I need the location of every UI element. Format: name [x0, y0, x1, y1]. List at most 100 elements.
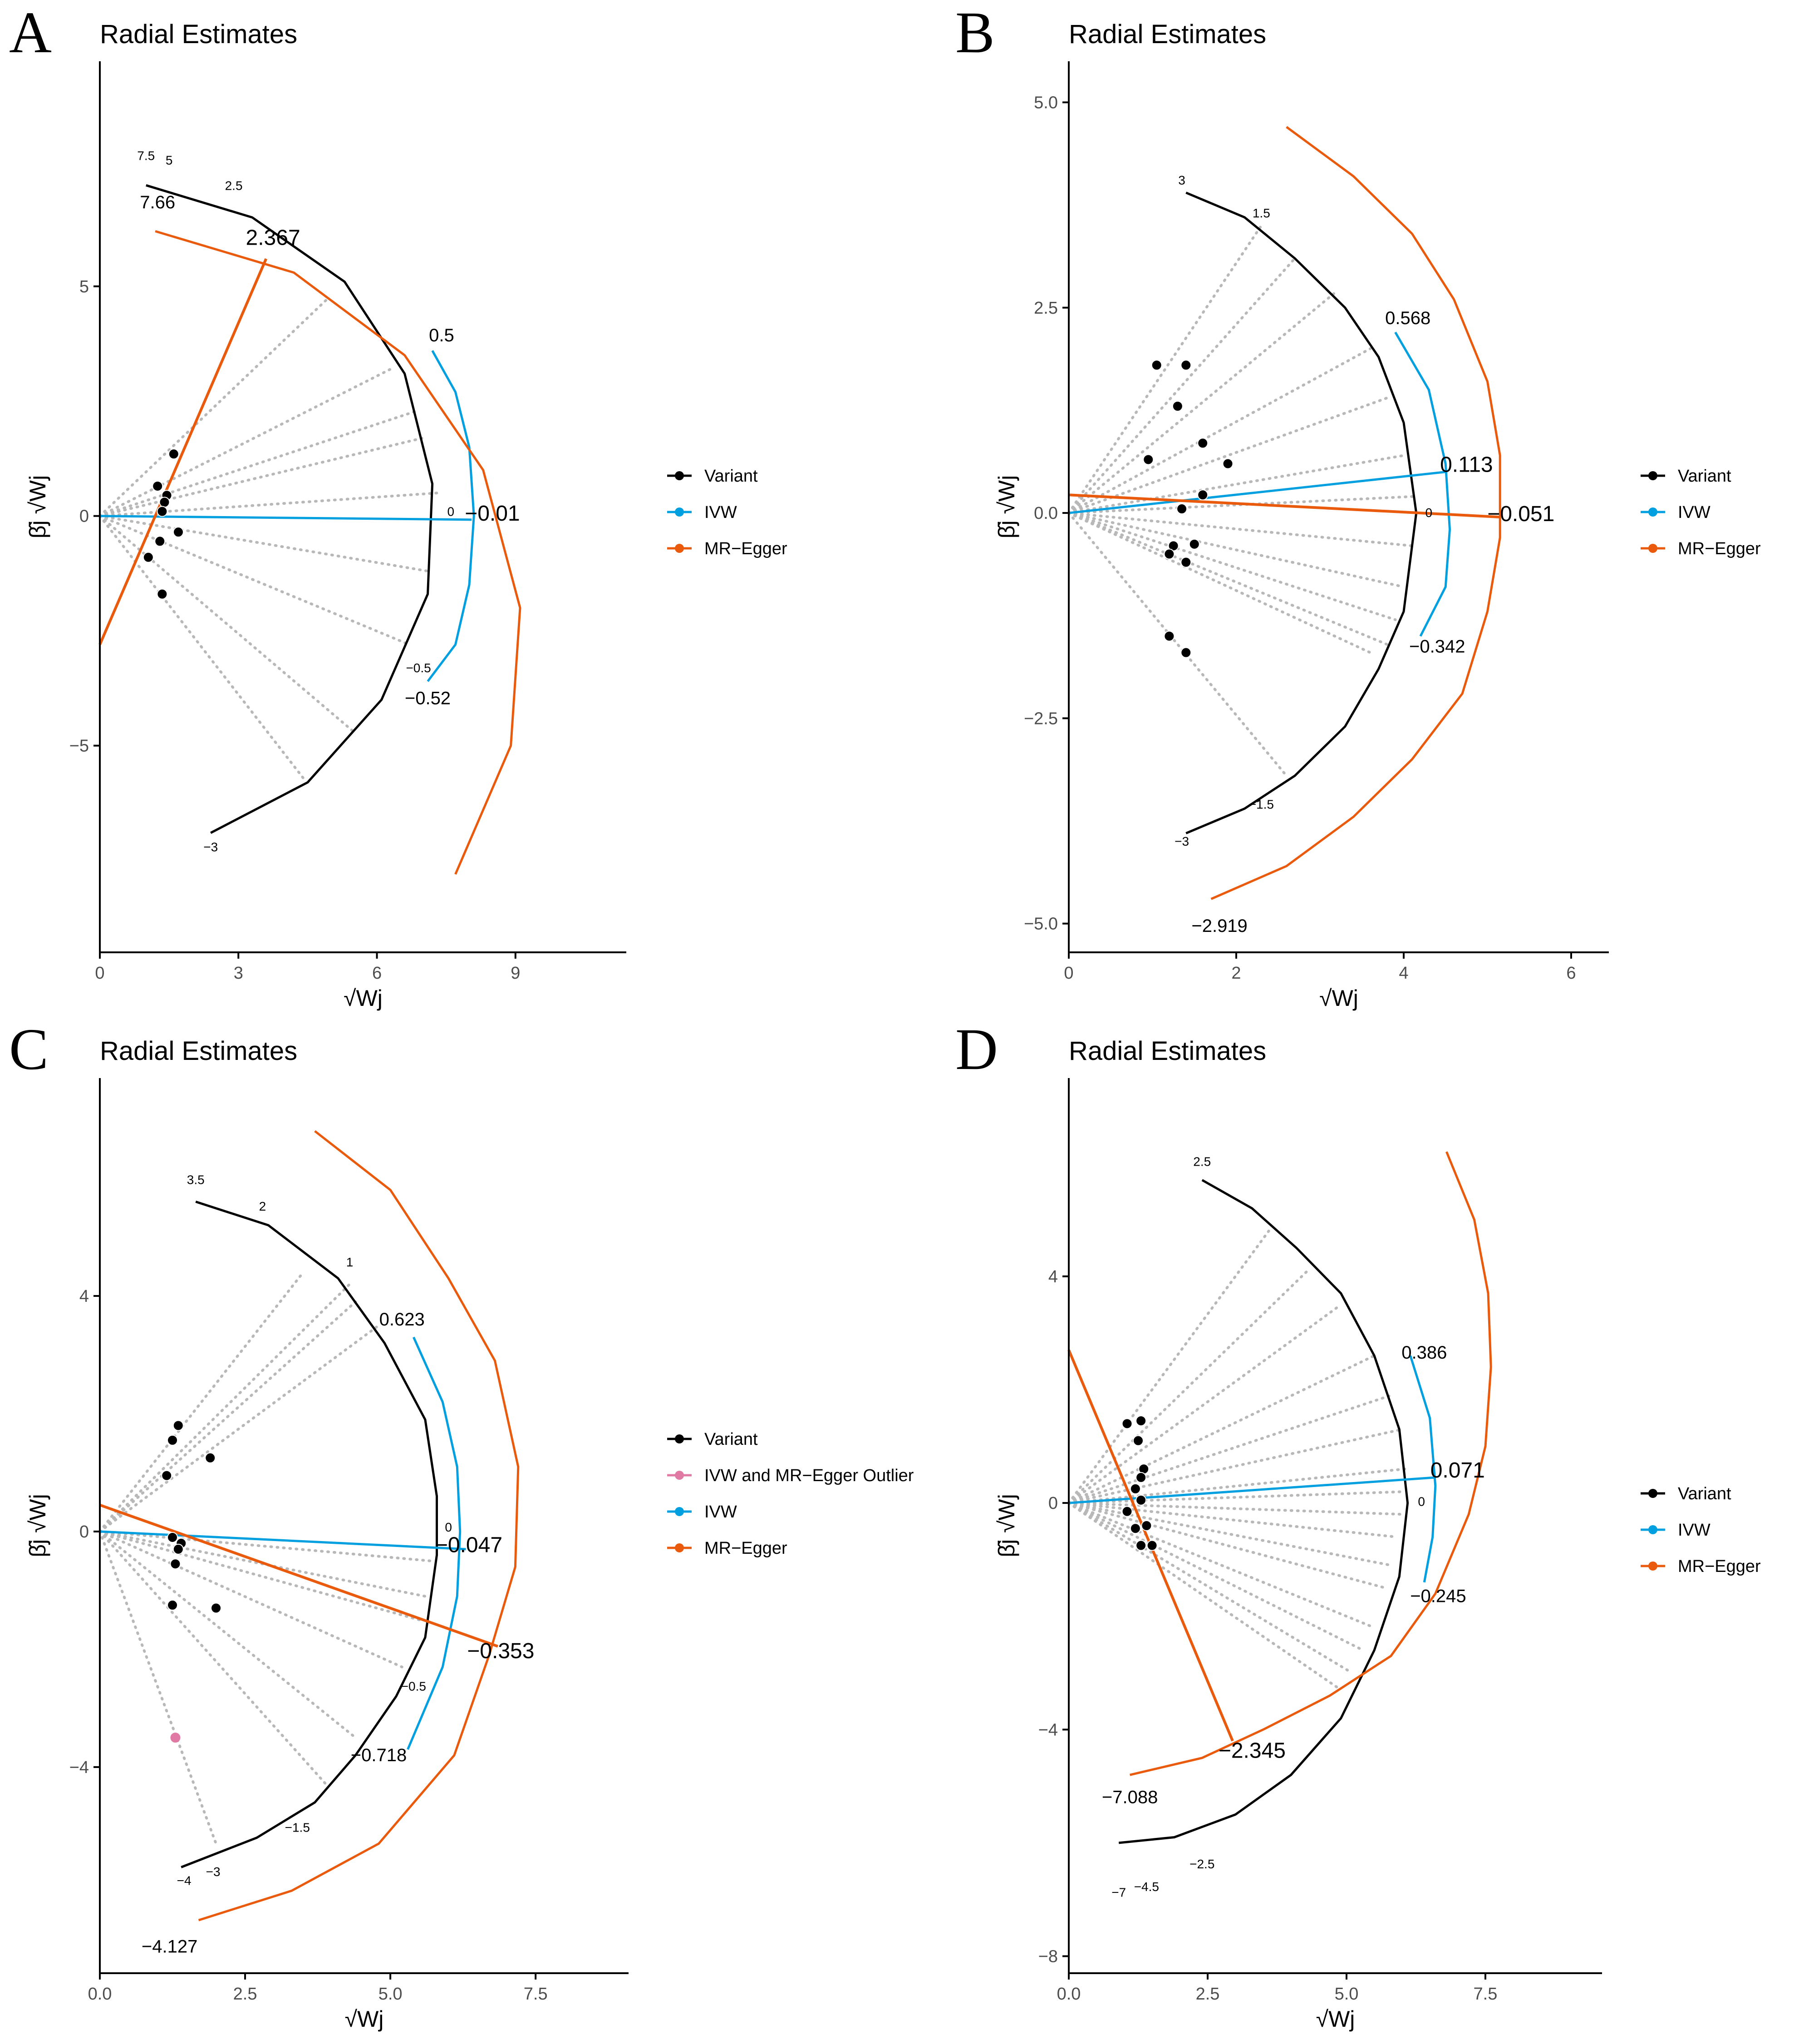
legend-key-dot: [675, 471, 684, 480]
estimate-label: 0.386: [1401, 1343, 1447, 1363]
legend-key-dot: [675, 1471, 684, 1480]
legend-item: Variant: [1678, 467, 1731, 486]
legend-key-dot: [1648, 1561, 1657, 1571]
variant-point: [1180, 360, 1192, 371]
estimate-label: −2.345: [1219, 1739, 1286, 1763]
x-axis-label: √Wj: [1319, 985, 1358, 1011]
variant-point: [1197, 489, 1209, 501]
y-tick-label: 0: [79, 1522, 89, 1542]
x-tick-label: 7.5: [524, 1985, 548, 2004]
variant-scale-curve: [1185, 192, 1418, 835]
variant-scale-curve: [181, 1201, 438, 1868]
y-tick-label: −4: [1038, 1720, 1058, 1739]
fan-line: [98, 514, 305, 779]
scale-label: −2.5: [1189, 1857, 1214, 1871]
fan-line: [1067, 512, 1397, 621]
fan-line: [1067, 1229, 1270, 1505]
chart-title: Radial Estimates: [100, 1036, 297, 1066]
fan-line: [1067, 512, 1414, 547]
variant-point: [1135, 1494, 1147, 1506]
variant-point: [167, 1600, 178, 1611]
variant-point: [211, 1602, 222, 1614]
y-tick-label: −5.0: [1024, 915, 1058, 934]
legend-key-dot: [675, 544, 684, 553]
panel-d: D Radial Estimates2.50−2.5−4.5−70.3860.07…: [955, 1017, 1761, 2032]
fan-line: [1067, 512, 1389, 646]
scale-label: −7: [1111, 1886, 1126, 1900]
scale-label: 0: [447, 505, 455, 519]
variant-point: [1135, 1415, 1147, 1427]
fan-line: [1067, 1502, 1398, 1538]
estimate-label: −7.088: [1102, 1788, 1158, 1808]
fan-line: [1067, 1502, 1365, 1652]
variant-point: [1176, 503, 1188, 515]
x-tick-label: 2.5: [233, 1985, 257, 2004]
variant-point: [1197, 438, 1209, 449]
y-tick-label: −4: [69, 1758, 89, 1777]
y-tick-label: −5: [69, 737, 89, 756]
estimate-label: −0.245: [1410, 1586, 1466, 1606]
scale-label: −3: [206, 1865, 221, 1879]
fan-line: [1067, 1502, 1376, 1629]
panel-b: B Radial Estimates 3 1.5 0 −1.5 −3 0.568 0.113 −0…: [955, 0, 1761, 1011]
variant-point: [167, 1434, 178, 1446]
legend-item: IVW: [1678, 503, 1710, 522]
x-tick-label: 6: [1566, 964, 1576, 983]
estimate-label: −0.718: [351, 1745, 407, 1765]
variant-point: [172, 1420, 184, 1431]
scale-label: 5: [166, 153, 173, 167]
panel-letter: A: [9, 0, 52, 65]
y-axis-label: β̂j √Wj: [994, 475, 1019, 539]
scale-label: −0.5: [401, 1679, 426, 1693]
variant-point: [167, 1532, 178, 1543]
scale-label: 1: [346, 1255, 354, 1269]
y-tick-label: 0: [79, 507, 89, 526]
legend-key-dot: [675, 1543, 684, 1552]
variant-point: [168, 448, 179, 460]
variant-point: [1151, 360, 1162, 371]
estimate-label: 0.5: [429, 325, 454, 345]
x-tick-label: 6: [372, 964, 382, 983]
estimate-label: 0.623: [379, 1310, 425, 1330]
panel-a: A Radial Estimates 7.5 5 2.5 0 −0.5 −3 7.66 2.367…: [9, 0, 787, 1011]
variant-point: [1135, 1540, 1147, 1551]
fan-line: [98, 514, 411, 646]
variant-point: [1130, 1483, 1141, 1494]
fan-line: [98, 1530, 403, 1669]
variant-point: [1132, 1435, 1144, 1446]
scale-label: 0: [1425, 506, 1433, 520]
fan-line: [1067, 1502, 1387, 1590]
variant-point: [157, 506, 168, 517]
egger-scale-curve: [1210, 126, 1501, 900]
fan-line: [98, 367, 393, 517]
fan-line: [1067, 1490, 1406, 1505]
panel-letter: C: [9, 1017, 49, 1082]
variant-point: [170, 1558, 181, 1570]
x-axis-label: √Wj: [344, 985, 383, 1011]
x-tick-label: 0.0: [88, 1985, 112, 2004]
ivw-scale-curve: [1409, 1355, 1437, 1583]
fan-line: [98, 1530, 328, 1786]
variant-point: [1180, 557, 1192, 568]
estimate-label: −0.047: [435, 1533, 502, 1557]
legend-item: IVW: [704, 1502, 737, 1522]
x-tick-label: 4: [1399, 964, 1408, 983]
variant-point: [159, 497, 170, 508]
scale-label: 2.5: [1193, 1154, 1211, 1168]
x-tick-label: 5.0: [378, 1985, 403, 2004]
fan-line: [1067, 290, 1338, 515]
variant-point: [1121, 1506, 1133, 1517]
ivw-scale-curve: [407, 1336, 462, 1750]
fan-line: [1067, 347, 1372, 515]
legend-item: Variant: [704, 467, 758, 486]
scale-label: 2.5: [225, 178, 243, 192]
egger-scale-curve: [155, 230, 521, 875]
variant-point: [1121, 1418, 1133, 1429]
x-tick-label: 0: [1064, 964, 1073, 983]
y-tick-label: −8: [1038, 1947, 1058, 1966]
legend-key-dot: [675, 507, 684, 517]
y-tick-label: 2.5: [1034, 299, 1058, 318]
fan-line: [98, 409, 420, 517]
fan-line: [1067, 1269, 1309, 1505]
fan-line: [1067, 257, 1297, 515]
